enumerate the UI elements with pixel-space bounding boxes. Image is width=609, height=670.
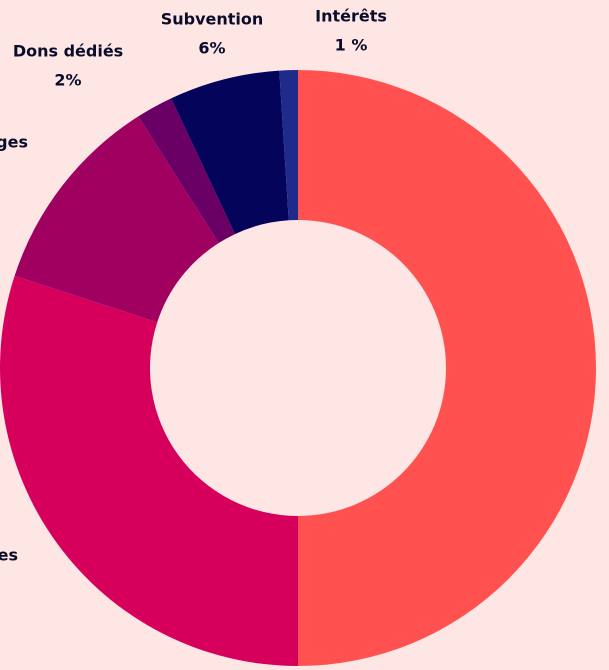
- value-label: 2%: [54, 71, 81, 90]
- segment-label: Intérêts: [315, 7, 387, 26]
- donut-segment: [14, 116, 219, 323]
- segment-label: ges: [0, 133, 28, 152]
- donut-segment: [298, 70, 596, 666]
- donut-segment: [171, 70, 289, 235]
- segment-label: es: [0, 546, 18, 565]
- segment-label: Dons dédiés: [13, 42, 123, 61]
- donut-segment: [0, 275, 298, 666]
- donut-segment: [279, 70, 298, 221]
- donut-segment: [138, 98, 235, 244]
- value-label: 1 %: [335, 36, 368, 55]
- segment-label: Subvention: [161, 10, 264, 29]
- value-label: 6%: [198, 39, 225, 58]
